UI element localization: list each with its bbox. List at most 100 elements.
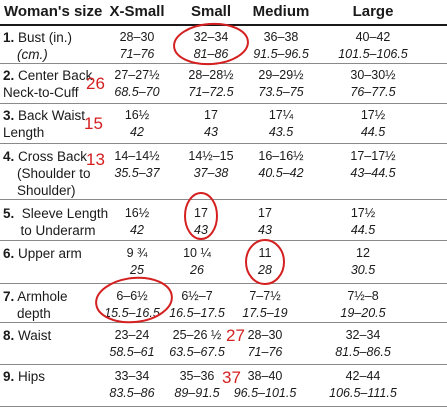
- row-label-line: Bust (in.): [18, 30, 73, 45]
- row-divider: [0, 364, 447, 365]
- row-label-line: (Shoulder to: [17, 166, 91, 181]
- row-label: 4. Cross Back (Shoulder to Shoulder): [3, 148, 91, 199]
- cell-in: 6½–7: [181, 289, 213, 303]
- cell-cm: 42: [130, 223, 144, 237]
- table-cell: 17¼ 43.5: [240, 107, 322, 141]
- row-number: 2.: [3, 68, 15, 83]
- cell-in: 28–28½: [188, 68, 234, 82]
- cell-cm: 81–86: [193, 47, 229, 61]
- cell-cm: 35.5–37: [114, 166, 160, 180]
- table-cell: 17 43: [224, 205, 306, 239]
- cell-in: 11: [258, 246, 272, 260]
- cell-in: 42–44: [345, 369, 381, 383]
- table-cell: 36–38 91.5–96.5: [240, 29, 322, 63]
- table-cell: 33–34 83.5–86: [97, 368, 167, 402]
- table-cell: 27–27½ 68.5–70: [102, 67, 172, 101]
- cell-cm: 40.5–42: [258, 166, 304, 180]
- table-cell: 35–36 89–91.5: [162, 368, 232, 402]
- cell-in: 17½: [360, 108, 386, 122]
- table-cell: 16½ 42: [102, 205, 172, 239]
- table-cell: 28–28½ 71–72.5: [176, 67, 246, 101]
- row-label: 9. Hips: [3, 368, 45, 385]
- cell-cm: 15.5–16.5: [104, 306, 160, 320]
- cell-cm: 63.5–67.5: [169, 345, 225, 359]
- cell-cm: 37–38: [193, 166, 229, 180]
- row-divider: [0, 283, 447, 284]
- row-label-line: Length: [3, 125, 45, 140]
- cell-in: 6–6½: [116, 289, 148, 303]
- cell-cm: 76–77.5: [350, 85, 396, 99]
- annotation-note: 26: [86, 74, 105, 93]
- row-label-line: Cross Back: [18, 149, 88, 164]
- cell-cm: 19–20.5: [340, 306, 386, 320]
- table-cell: 30–30½ 76–77.5: [326, 67, 420, 101]
- cell-in: 17–17½: [350, 149, 396, 163]
- row-number: 8.: [3, 328, 15, 343]
- cell-cm: 43: [258, 223, 272, 237]
- annotation-note: 37: [222, 368, 241, 387]
- cell-in: 32–34: [193, 30, 229, 44]
- row-label: 8. Waist: [3, 327, 51, 344]
- cell-cm: 26: [190, 263, 204, 277]
- row-label-line: to Underarm: [13, 223, 96, 238]
- row-number: 5.: [3, 206, 15, 221]
- cell-cm: 71–76: [119, 47, 155, 61]
- table-cell: 17½ 44.5: [316, 205, 410, 239]
- cell-in: 23–24: [114, 328, 150, 342]
- row-number: 7.: [3, 289, 15, 304]
- row-label-line: Back Waist: [18, 108, 86, 123]
- cell-in: 36–38: [263, 30, 299, 44]
- cell-cm: 42: [130, 125, 144, 139]
- cell-in: 17: [194, 206, 208, 220]
- row-divider: [0, 143, 447, 144]
- row-label-line: (cm.): [17, 47, 48, 62]
- header-xsmall: X-Small: [109, 3, 165, 20]
- table-cell: 9 ¾ 25: [102, 245, 172, 279]
- header-size: Woman's size: [4, 3, 103, 20]
- row-divider: [0, 240, 447, 241]
- table-cell: 12 30.5: [316, 245, 410, 279]
- table-cell: 16–16½ 40.5–42: [240, 148, 322, 182]
- header-large: Large: [352, 3, 394, 20]
- row-divider: [0, 322, 447, 323]
- row-label-line: Center Back: [18, 68, 93, 83]
- cell-in: 29–29½: [258, 68, 304, 82]
- table-cell: 40–42 101.5–106.5: [326, 29, 420, 63]
- cell-in: 25–26 ½: [172, 328, 222, 342]
- cell-in: 14–14½: [114, 149, 160, 163]
- cell-in: 30–30½: [350, 68, 396, 82]
- table-cell: 23–24 58.5–61: [97, 327, 167, 361]
- cell-cm: 68.5–70: [114, 85, 160, 99]
- cell-cm: 81.5–86.5: [335, 345, 391, 359]
- row-label-line: Armhole: [17, 289, 68, 304]
- table-cell: 17 43: [176, 107, 246, 141]
- row-divider: [0, 103, 447, 104]
- cell-in: 17: [258, 206, 272, 220]
- row-label: 1. Bust (in.) (cm.): [3, 29, 72, 63]
- table-cell: 7–7½ 17.5–19: [224, 288, 306, 322]
- table-cell: 28–30 71–76: [224, 327, 306, 361]
- cell-cm: 17.5–19: [242, 306, 288, 320]
- table-cell: 17–17½ 43–44.5: [326, 148, 420, 182]
- header-divider: [0, 24, 447, 26]
- cell-in: 14½–15: [188, 149, 234, 163]
- table-cell: 16½ 42: [102, 107, 172, 141]
- table-cell: 6–6½ 15.5–16.5: [97, 288, 167, 322]
- cell-cm: 30.5: [350, 263, 376, 277]
- row-divider: [0, 406, 447, 407]
- row-number: 1.: [3, 30, 15, 45]
- cell-in: 40–42: [355, 30, 391, 44]
- cell-cm: 71–76: [247, 345, 283, 359]
- cell-in: 7–7½: [249, 289, 281, 303]
- table-cell: 14½–15 37–38: [176, 148, 246, 182]
- row-label: 2. Center Back Neck-to-Cuff: [3, 67, 92, 101]
- row-label: 7. Armhole depth: [3, 288, 68, 322]
- row-label: 5. Sleeve Length to Underarm: [3, 205, 108, 239]
- table-cell: 17½ 44.5: [326, 107, 420, 141]
- cell-in: 28–30: [247, 328, 283, 342]
- cell-cm: 58.5–61: [109, 345, 155, 359]
- cell-cm: 25: [130, 263, 144, 277]
- header-medium: Medium: [252, 3, 310, 20]
- row-label-line: Waist: [18, 328, 52, 343]
